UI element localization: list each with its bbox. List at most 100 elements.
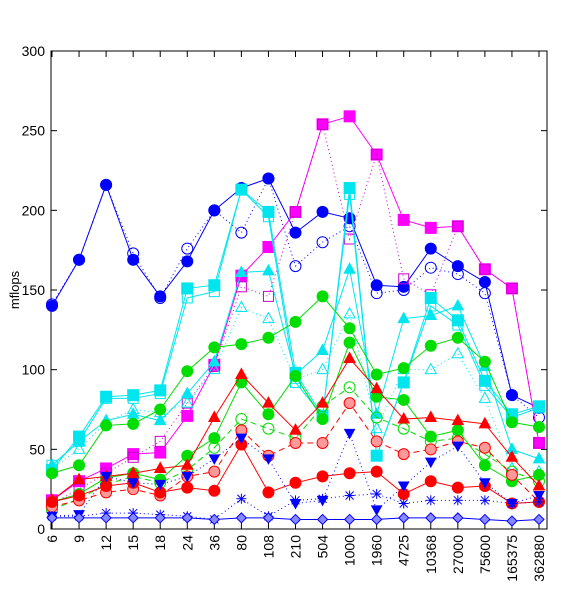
data-point — [316, 436, 329, 449]
data-point — [262, 408, 275, 421]
data-point — [424, 475, 437, 488]
data-point — [208, 441, 221, 454]
data-point — [424, 457, 437, 469]
data-point — [479, 263, 491, 275]
data-point — [424, 339, 437, 352]
data-point — [506, 282, 518, 294]
x-tick-label: 18 — [152, 535, 168, 551]
data-point — [181, 481, 194, 494]
data-point — [235, 300, 248, 313]
data-point — [46, 495, 58, 508]
data-point — [424, 410, 438, 422]
data-point — [344, 490, 355, 501]
data-point — [316, 362, 329, 375]
x-tick-label: 504 — [315, 535, 331, 559]
data-point — [478, 276, 491, 289]
data-point — [343, 467, 356, 480]
data-point — [262, 486, 275, 499]
data-point — [424, 221, 437, 234]
data-point — [100, 178, 113, 191]
data-point — [478, 441, 491, 454]
y-tick-label: 300 — [22, 43, 46, 59]
data-point — [262, 211, 274, 223]
data-point — [289, 436, 302, 449]
data-point — [126, 402, 140, 414]
data-point — [451, 268, 464, 281]
data-point — [505, 389, 518, 402]
y-tick-label: 150 — [22, 282, 46, 298]
data-point — [235, 184, 247, 196]
data-point — [451, 481, 464, 494]
data-point — [533, 402, 545, 414]
data-point — [181, 365, 194, 378]
data-point — [236, 493, 247, 504]
data-point — [343, 322, 356, 335]
data-point — [532, 451, 546, 464]
x-tick-label: 1000 — [342, 535, 358, 566]
data-point — [479, 495, 490, 506]
data-point — [344, 188, 356, 200]
data-point — [208, 204, 221, 217]
data-point — [424, 291, 437, 304]
data-point — [505, 468, 518, 481]
data-point — [181, 255, 194, 268]
x-tick-label: 4725 — [396, 535, 412, 566]
data-point — [262, 396, 275, 408]
y-axis: 0 50 100 150 200 250 300 — [22, 43, 547, 537]
data-point — [316, 513, 329, 526]
data-point — [370, 435, 383, 448]
data-point — [371, 488, 382, 499]
data-point — [208, 465, 221, 478]
data-point — [343, 182, 356, 195]
data-point — [154, 388, 166, 400]
data-point — [208, 513, 221, 526]
data-point — [180, 396, 194, 408]
data-point — [289, 205, 302, 218]
data-point — [73, 459, 86, 472]
data-point — [208, 279, 221, 292]
data-point — [316, 290, 329, 303]
data-point — [316, 236, 329, 249]
series-group — [45, 110, 546, 527]
data-point — [73, 253, 86, 266]
data-point — [370, 421, 384, 434]
data-point — [424, 308, 438, 320]
data-point — [451, 331, 464, 344]
data-point — [343, 428, 356, 440]
data-point — [479, 513, 491, 526]
data-point — [235, 433, 248, 445]
series-line — [51, 188, 540, 466]
data-point — [72, 434, 86, 446]
data-point — [424, 430, 437, 443]
data-point — [100, 419, 113, 432]
data-point — [533, 421, 545, 434]
data-point — [452, 319, 464, 331]
data-point — [479, 380, 491, 392]
data-point — [370, 368, 383, 381]
x-tick-label: 12 — [98, 535, 114, 551]
data-point — [534, 496, 544, 507]
data-point — [316, 470, 329, 483]
data-point — [72, 472, 86, 485]
data-point — [371, 149, 383, 161]
data-point — [343, 381, 356, 394]
data-point — [181, 282, 194, 295]
plot-frame — [50, 50, 548, 530]
data-point — [207, 362, 221, 375]
data-point — [262, 263, 275, 276]
y-axis-label: mflops — [7, 270, 22, 309]
data-point — [370, 287, 383, 300]
data-point — [478, 287, 491, 300]
data-point — [208, 432, 221, 445]
x-tick-label: 24 — [179, 535, 195, 551]
data-point — [181, 292, 193, 304]
data-point — [100, 471, 112, 483]
series-3 — [46, 118, 545, 510]
data-point — [100, 512, 112, 524]
x-tick-label: 108 — [260, 535, 276, 559]
data-point — [46, 298, 58, 311]
data-point — [154, 479, 167, 491]
data-point — [397, 448, 410, 461]
